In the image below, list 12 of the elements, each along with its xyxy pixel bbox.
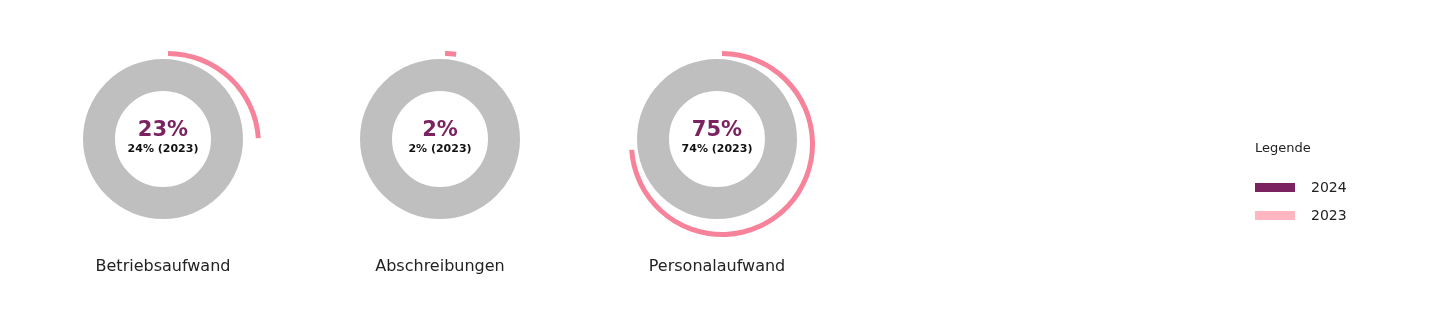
text: 2% xyxy=(421,117,459,141)
legend-title: Legende xyxy=(1255,140,1312,155)
legend-label: 2023 xyxy=(1311,207,1347,223)
text: Abschreibungen xyxy=(374,256,506,275)
text: 23% xyxy=(136,117,190,141)
legend-label: 2024 xyxy=(1311,179,1347,195)
text: 24% (2023) xyxy=(126,141,200,157)
text: Betriebsaufwand xyxy=(94,256,232,275)
text: 2% (2023) xyxy=(407,141,473,157)
text: 75% xyxy=(690,117,744,141)
text: 74% (2023) xyxy=(680,141,754,157)
text: Personalaufwand xyxy=(647,256,787,275)
